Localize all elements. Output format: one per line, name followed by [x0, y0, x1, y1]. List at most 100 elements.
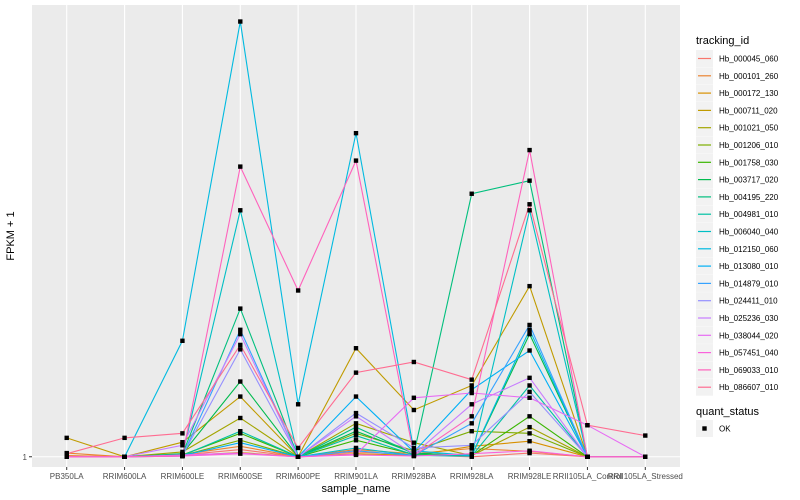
- data-point-Hb_013080_010: [527, 348, 532, 353]
- data-point-Hb_086607_010: [411, 359, 417, 365]
- data-point-Hb_025236_030: [238, 331, 243, 337]
- data-point-Hb_025236_030: [353, 414, 359, 419]
- legend-entry: Hb_004195_220: [696, 188, 779, 206]
- legend-entry: Hb_014879_010: [696, 274, 779, 292]
- data-point-Hb_004981_010: [353, 433, 359, 438]
- legend-entry: Hb_001021_050: [696, 119, 779, 137]
- legend-entry: Hb_013080_010: [696, 257, 779, 275]
- data-point-Hb_086607_010: [469, 377, 474, 382]
- data-point-Hb_000045_060: [238, 447, 243, 452]
- data-point-Hb_086607_010: [295, 445, 301, 451]
- legend-label: Hb_025236_030: [719, 314, 779, 323]
- data-point-Hb_006040_040: [527, 208, 532, 213]
- data-point-Hb_006040_040: [353, 445, 359, 451]
- x-tick-label: RRIM928BA: [392, 472, 437, 481]
- data-point-Hb_069033_010: [585, 454, 590, 459]
- data-point-Hb_086607_010: [527, 202, 532, 207]
- x-tick-label: RRIM928LA: [450, 472, 494, 481]
- data-point-Hb_001206_010: [469, 429, 474, 434]
- legend-label: Hb_013080_010: [719, 262, 779, 271]
- data-point-Hb_004981_010: [527, 383, 532, 388]
- data-point-Hb_014879_010: [238, 327, 243, 333]
- data-point-Hb_038044_020: [469, 390, 474, 396]
- data-point-Hb_086607_010: [64, 451, 69, 456]
- data-point-Hb_004195_220: [527, 178, 532, 183]
- legend-label: Hb_003717_020: [719, 176, 779, 185]
- data-point-Hb_001021_050: [411, 440, 417, 445]
- data-point-Hb_000711_020: [469, 383, 474, 388]
- data-point-Hb_057451_040: [469, 451, 474, 456]
- data-point-Hb_012150_060: [527, 327, 532, 333]
- data-point-Hb_004195_220: [238, 306, 243, 311]
- data-point-Hb_000101_260: [238, 444, 243, 449]
- data-point-Hb_013080_010: [469, 387, 474, 392]
- data-point-Hb_069033_010: [295, 288, 301, 293]
- data-point-Hb_001021_050: [353, 421, 359, 426]
- legend-entry: Hb_000045_060: [696, 50, 779, 67]
- data-point-Hb_069033_010: [180, 453, 185, 459]
- data-point-Hb_086607_010: [122, 435, 127, 441]
- data-point-Hb_004195_220: [469, 191, 474, 196]
- grid-lines: [32, 5, 680, 467]
- legend: tracking_id Hb_000045_060Hb_000101_260Hb…: [696, 35, 779, 437]
- data-point-Hb_001021_050: [527, 424, 532, 430]
- data-point-Hb_000711_020: [180, 439, 185, 445]
- x-tick-label: PB350LA: [50, 472, 84, 481]
- legend-color-entries: Hb_000045_060 Hb_000101_260 Hb_000172_130 H…: [696, 50, 779, 396]
- legend-label: Hb_086607_010: [719, 383, 779, 392]
- legend-entry: Hb_069033_010: [696, 361, 779, 379]
- data-point-Hb_057451_040: [353, 452, 359, 458]
- data-point-Hb_013080_010: [353, 394, 359, 399]
- data-point-Hb_057451_040: [295, 454, 301, 459]
- legend-key-square: [702, 426, 707, 431]
- data-point-Hb_069033_010: [238, 164, 243, 169]
- data-point-Hb_069033_010: [411, 453, 417, 458]
- legend-label: Hb_014879_010: [719, 279, 779, 288]
- x-tick-label: RRIM600LE: [161, 472, 205, 481]
- legend-shape-entries: OK: [696, 420, 731, 437]
- x-tick-label: RRII105LA_Stressed: [608, 472, 683, 481]
- legend-label: Hb_004981_010: [719, 210, 779, 219]
- legend-label: Hb_006040_040: [719, 228, 779, 237]
- legend-entry: Hb_001206_010: [696, 136, 779, 154]
- data-point-Hb_004981_010: [238, 429, 243, 434]
- data-point-Hb_086607_010: [353, 370, 359, 375]
- data-point-Hb_006040_040: [238, 208, 243, 213]
- data-point-Hb_003717_020: [238, 379, 243, 384]
- legend-label: Hb_000045_060: [719, 55, 779, 64]
- legend-label: Hb_001758_030: [719, 158, 779, 167]
- x-tick-label: RRIM901LA: [334, 472, 378, 481]
- data-point-Hb_024411_010: [353, 410, 359, 416]
- data-point-Hb_069033_010: [353, 158, 359, 163]
- y-tick-label: 1: [23, 453, 28, 462]
- legend-entry: Hb_006040_040: [696, 223, 779, 240]
- legend-title-shape: quant_status: [696, 406, 759, 418]
- data-point-Hb_057451_040: [238, 451, 243, 456]
- data-point-Hb_004195_220: [353, 424, 359, 430]
- data-point-Hb_086607_010: [585, 423, 590, 428]
- legend-label: Hb_000711_020: [719, 106, 778, 115]
- data-point-Hb_001206_010: [238, 438, 243, 443]
- data-point-Hb_069033_010: [64, 454, 69, 459]
- legend-label: Hb_004195_220: [719, 193, 779, 202]
- legend-label: Hb_069033_010: [719, 366, 779, 375]
- data-point-Hb_025236_030: [469, 402, 474, 407]
- y-axis-title: FPKM + 1: [5, 211, 17, 260]
- x-axis-title: sample_name: [321, 483, 390, 495]
- legend-label: Hb_001206_010: [719, 141, 779, 150]
- legend-entry: Hb_024411_010: [696, 292, 778, 310]
- data-point-Hb_069033_010: [527, 147, 532, 153]
- data-point-Hb_013080_010: [411, 449, 417, 455]
- legend-entry: Hb_000172_130: [696, 84, 779, 102]
- data-point-Hb_012150_060: [295, 402, 301, 407]
- data-point-Hb_001021_050: [238, 415, 243, 421]
- legend-label: Hb_001021_050: [719, 124, 779, 133]
- legend-entry: Hb_001758_030: [696, 153, 779, 171]
- legend-label: Hb_024411_010: [719, 297, 778, 306]
- x-tick-label: RRIM600PE: [276, 472, 320, 481]
- data-point-Hb_003717_020: [527, 331, 532, 337]
- x-tick-label: RRII105LA_Control: [553, 472, 623, 481]
- data-point-Hb_024411_010: [238, 347, 243, 352]
- data-point-Hb_013080_010: [238, 440, 243, 445]
